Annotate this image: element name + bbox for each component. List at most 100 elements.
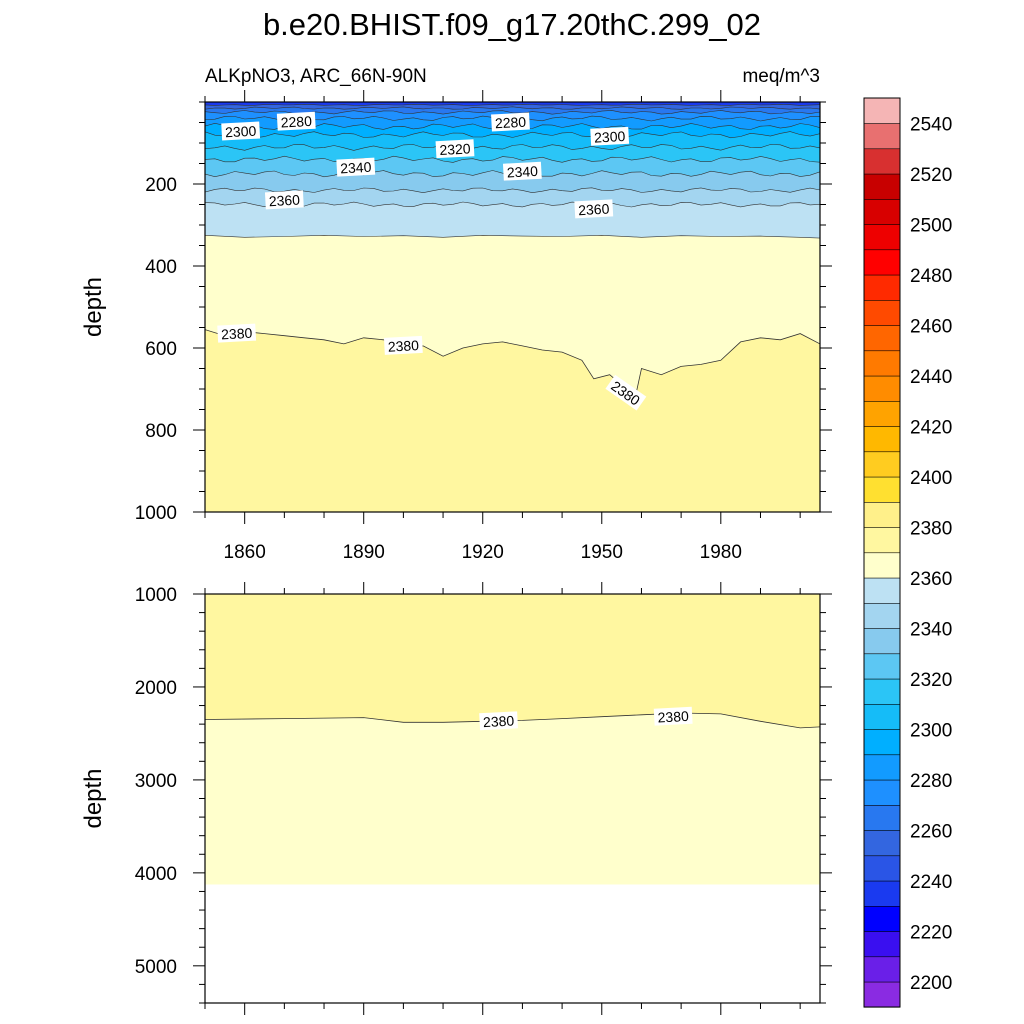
colorbar-box — [863, 754, 901, 781]
y-tick-label: 2000 — [135, 678, 177, 699]
contour-label-text: 2280 — [495, 114, 527, 132]
colorbar-label: 2420 — [910, 417, 952, 438]
contour-label: 2280 — [491, 112, 530, 132]
colorbar-box — [863, 223, 901, 251]
y-axis-label: depth — [80, 277, 107, 337]
contour-2270 — [205, 106, 820, 110]
x-tick-label: 1860 — [224, 542, 266, 563]
contour-2370 — [205, 234, 820, 239]
contour-label-box — [221, 121, 261, 141]
band-2370-2380 — [205, 713, 820, 885]
y-axis-label: depth — [80, 768, 107, 828]
contour-label-box — [383, 335, 423, 355]
contour-label: 2340 — [336, 157, 376, 177]
colorbar-box — [863, 905, 901, 932]
contour-label: 2340 — [502, 161, 542, 181]
contour-label: 2280 — [276, 111, 316, 131]
contour-label-box — [217, 323, 257, 343]
colorbar-box — [863, 829, 901, 857]
colorbar-label: 2480 — [910, 266, 952, 287]
colorbar-label: 2380 — [910, 518, 952, 539]
contour-label-box — [336, 157, 376, 177]
x-tick-label: 1890 — [343, 542, 385, 563]
colorbar-box — [863, 678, 901, 705]
colorbar-label: 2400 — [910, 468, 952, 489]
y-axis: 1000 2000 3000 4000 5000 — [135, 585, 832, 1004]
y-tick-label: 3000 — [135, 771, 177, 792]
contour-label: 2300 — [590, 126, 630, 146]
y-tick-label: 1000 — [135, 503, 177, 524]
colorbar-box — [863, 173, 901, 200]
colorbar-box — [863, 425, 901, 453]
panels: 2300 2280 2280 2300 2320 2340 2340 2360 2360 2380… — [80, 90, 832, 1015]
colorbar-box — [863, 324, 901, 352]
y-tick-label: 5000 — [135, 957, 177, 978]
colorbar-label: 2520 — [910, 165, 952, 186]
colorbar-label: 2340 — [910, 619, 952, 640]
colorbar-label: 2200 — [910, 973, 952, 994]
band-2380 — [205, 329, 820, 512]
x-axis — [204, 582, 801, 1015]
panel-upper: 2300 2280 2280 2300 2320 2340 2340 2360 2360 2380… — [80, 90, 832, 563]
colorbar-box — [863, 804, 901, 831]
colorbar-box — [863, 956, 901, 983]
colorbar-box — [863, 274, 901, 301]
contour-label-box — [491, 112, 530, 132]
colorbar-box — [863, 249, 901, 276]
contour-label: 2380 — [383, 335, 423, 355]
contour-label-text: 2340 — [340, 159, 372, 177]
colorbar-box — [863, 350, 901, 377]
chart-title: b.e20.BHIST.f09_g17.20thC.299_02 — [263, 7, 761, 42]
y-tick-label: 1000 — [135, 585, 177, 606]
colorbar-box — [863, 602, 901, 629]
left-subtitle: ALKpNO3, ARC_66N-90N — [205, 66, 427, 87]
colorbar-label: 2320 — [910, 670, 952, 691]
colorbar-box — [863, 198, 901, 225]
contour-2380 — [205, 329, 820, 407]
contour-label-box — [264, 190, 304, 210]
contour-label-box — [502, 161, 542, 181]
colorbar-label: 2360 — [910, 569, 952, 590]
contour-label-text: 2380 — [657, 708, 689, 726]
colorbar-box — [863, 880, 901, 907]
contour-label: 2380 — [653, 706, 693, 726]
colorbar-label: 2500 — [910, 215, 952, 236]
right-subtitle: meq/m^3 — [742, 66, 820, 87]
contour-2310 — [205, 131, 820, 139]
colorbar-box — [863, 728, 901, 756]
contour-label-box — [276, 111, 316, 131]
x-axis: 1860 1890 1920 1950 1980 — [204, 90, 801, 563]
y-tick-label: 400 — [145, 257, 177, 278]
y-axis: 200 400 600 800 1000 — [135, 101, 832, 524]
colorbar-box — [863, 501, 901, 528]
contour-label: 2360 — [264, 190, 304, 210]
colorbar-box — [863, 451, 901, 478]
contour-2260 — [205, 103, 820, 106]
colorbar-label: 2460 — [910, 316, 952, 337]
colorbar-label: 2280 — [910, 771, 952, 792]
colorbar-label: 2260 — [910, 821, 952, 842]
contour-2380 — [205, 712, 820, 729]
panel-lower-fills — [205, 594, 820, 885]
contour-label-text: 2380 — [221, 325, 253, 343]
contour-label-text: 2340 — [506, 163, 538, 181]
contour-label-text: 2320 — [439, 140, 471, 158]
contour-label-text: 2280 — [280, 113, 312, 131]
colorbar-box — [863, 148, 901, 175]
x-tick-label: 1920 — [462, 542, 504, 563]
contour-label-box — [435, 139, 475, 159]
contour-label-box — [590, 126, 630, 146]
contour-label: 2360 — [574, 199, 614, 219]
colorbar-box — [863, 400, 901, 427]
colorbar-label: 2440 — [910, 367, 952, 388]
contour-label-text: 2360 — [268, 192, 300, 210]
colorbar-label: 2220 — [910, 922, 952, 943]
colorbar-label: 2240 — [910, 872, 952, 893]
colorbar-box — [863, 299, 901, 326]
y-tick-label: 600 — [145, 339, 177, 360]
contour-2360 — [205, 201, 820, 208]
colorbar-box — [863, 476, 901, 503]
x-tick-label: 1950 — [581, 542, 623, 563]
colorbar-box — [863, 627, 901, 655]
